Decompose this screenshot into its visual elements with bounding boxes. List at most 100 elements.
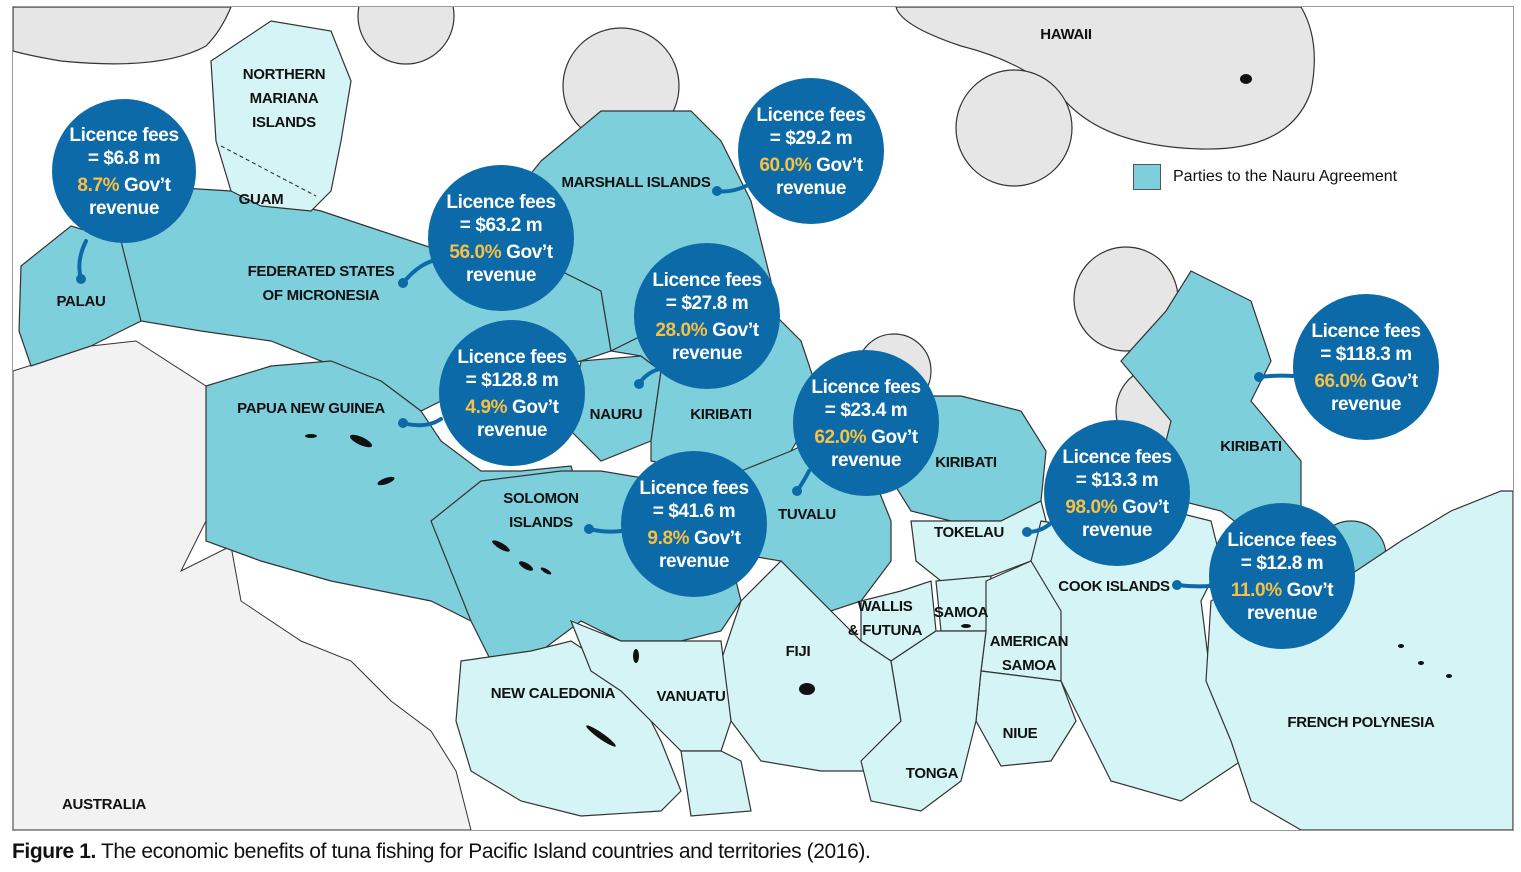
island-fp-2 <box>1418 661 1424 665</box>
bubble-pct-line-tuvalu: 62.0% Gov’t <box>814 427 918 448</box>
bubble-circle-tuvalu <box>793 350 939 496</box>
island-samoa <box>961 624 971 628</box>
label-tokelau: TOKELAU <box>934 524 1004 541</box>
bubble-pct-palau: 8.7% <box>77 175 119 196</box>
bubble-title-png: Licence fees <box>457 347 566 368</box>
bubble-revenue-cook: revenue <box>1247 603 1317 624</box>
label-kiribati-west: KIRIBATI <box>690 406 752 423</box>
bubble-pct-suffix-tokelau: Gov’t <box>1117 497 1170 518</box>
bubble-pct-cook: 11.0% <box>1231 580 1282 601</box>
zone-top-left <box>13 7 232 65</box>
bubble-pct-line-kiribati: 66.0% Gov’t <box>1314 371 1418 392</box>
map-frame: HAWAII NORTHERN MARIANA ISLANDS GUAM PALAU FED… <box>12 6 1514 831</box>
bubble-fee-nauru: = $27.8 m <box>666 293 749 314</box>
label-png: PAPUA NEW GUINEA <box>237 400 385 417</box>
zone-tonga <box>860 630 987 812</box>
label-solomon-line1: SOLOMON <box>503 490 578 507</box>
leader-line-cook <box>1175 583 1213 589</box>
label-palau: PALAU <box>56 293 105 310</box>
bubble-revenue-png: revenue <box>477 420 547 441</box>
bubble-pct-line-marshall: 60.0% Gov’t <box>759 155 863 176</box>
legend: Parties to the Nauru Agreement <box>1133 164 1397 190</box>
label-guam: GUAM <box>239 191 284 208</box>
label-samoa: SAMOA <box>934 604 989 621</box>
leader-dot-tuvalu <box>792 486 802 496</box>
label-new-caledonia: NEW CALEDONIA <box>491 685 616 702</box>
bubble-pct-suffix-solomon: Gov’t <box>689 528 742 549</box>
leader-dot-tokelau <box>1022 527 1032 537</box>
caption-text: The economic benefits of tuna fishing fo… <box>95 840 871 863</box>
label-french-polynesia: FRENCH POLYNESIA <box>1287 714 1435 731</box>
leader-dot-kiribati <box>1254 372 1264 382</box>
bubble-pct-png: 4.9% <box>465 397 507 418</box>
bubble-fee-marshall: = $29.2 m <box>770 128 853 149</box>
label-hawaii: HAWAII <box>1040 26 1092 43</box>
bubble-fee-fsm: = $63.2 m <box>460 215 543 236</box>
island-fp-1 <box>1398 644 1404 648</box>
zone-top-mid <box>357 7 455 65</box>
bubble-fee-cook: = $12.8 m <box>1241 553 1324 574</box>
island-png-1 <box>349 434 373 448</box>
label-nauru: NAURU <box>590 406 643 423</box>
island-solomon-1 <box>492 540 510 552</box>
island-vanuatu <box>633 649 639 663</box>
bubble-pct-suffix-marshall: Gov’t <box>811 155 864 176</box>
bubble-pct-kiribati: 66.0% <box>1314 371 1366 392</box>
legend-label: Parties to the Nauru Agreement <box>1173 168 1398 185</box>
label-american-samoa-line1: AMERICAN <box>990 633 1068 650</box>
bubble-title-solomon: Licence fees <box>639 478 748 499</box>
label-wallis-line1: WALLIS <box>858 598 913 615</box>
label-solomon-line2: ISLANDS <box>509 514 573 531</box>
bubble-pct-suffix-kiribati: Gov’t <box>1366 371 1419 392</box>
bubble-revenue-solomon: revenue <box>659 551 729 572</box>
bubble-circle-palau <box>52 99 196 243</box>
island-fiji <box>799 683 815 695</box>
bubble-title-palau: Licence fees <box>69 125 178 146</box>
zone-johnston <box>955 69 1073 187</box>
leader-dot-cook <box>1172 580 1182 590</box>
bubble-circle-tokelau <box>1044 420 1190 566</box>
bubble-fee-solomon: = $41.6 m <box>653 501 736 522</box>
bubble-pct-suffix-tuvalu: Gov’t <box>866 427 919 448</box>
bubble-fee-tuvalu: = $23.4 m <box>825 400 908 421</box>
bubble-pct-suffix-fsm: Gov’t <box>501 242 554 263</box>
label-kiribati-central: KIRIBATI <box>935 454 997 471</box>
bubble-pct-line-nauru: 28.0% Gov’t <box>655 320 759 341</box>
bubble-circle-kiribati <box>1293 294 1439 440</box>
bubble-pct-nauru: 28.0% <box>655 320 707 341</box>
bubble-pct-tuvalu: 62.0% <box>814 427 866 448</box>
bubble-title-tokelau: Licence fees <box>1062 447 1171 468</box>
bubble-title-tuvalu: Licence fees <box>811 377 920 398</box>
bubble-pct-solomon: 9.8% <box>647 528 689 549</box>
map-canvas: HAWAII NORTHERN MARIANA ISLANDS GUAM PALAU FED… <box>13 7 1513 830</box>
bubble-pct-suffix-png: Gov’t <box>507 397 560 418</box>
bubble-pct-suffix-cook: Gov’t <box>1282 580 1335 601</box>
leader-dot-fsm <box>398 278 408 288</box>
leader-dot-marshall <box>712 186 722 196</box>
bubble-revenue-marshall: revenue <box>776 178 846 199</box>
bubble-pct-line-tokelau: 98.0% Gov’t <box>1065 497 1169 518</box>
bubble-pct-suffix-palau: Gov’t <box>119 175 172 196</box>
bubble-revenue-tokelau: revenue <box>1082 520 1152 541</box>
label-marshall: MARSHALL ISLANDS <box>561 174 710 191</box>
bubble-pct-line-cook: 11.0% Gov’t <box>1231 580 1334 601</box>
islands <box>305 74 1452 747</box>
bubble-pct-line-fsm: 56.0% Gov’t <box>449 242 553 263</box>
leader-dot-palau <box>76 274 86 284</box>
label-tonga: TONGA <box>906 765 959 782</box>
bubble-circle-solomon <box>621 451 767 597</box>
island-solomon-3 <box>540 567 552 575</box>
bubble-title-kiribati: Licence fees <box>1311 321 1420 342</box>
label-fsm-line2: OF MICRONESIA <box>263 287 380 304</box>
caption-prefix: Figure 1. <box>12 840 96 863</box>
label-australia: AUSTRALIA <box>62 796 146 813</box>
zone-northern-mariana <box>210 20 352 212</box>
island-png-3 <box>305 434 317 438</box>
